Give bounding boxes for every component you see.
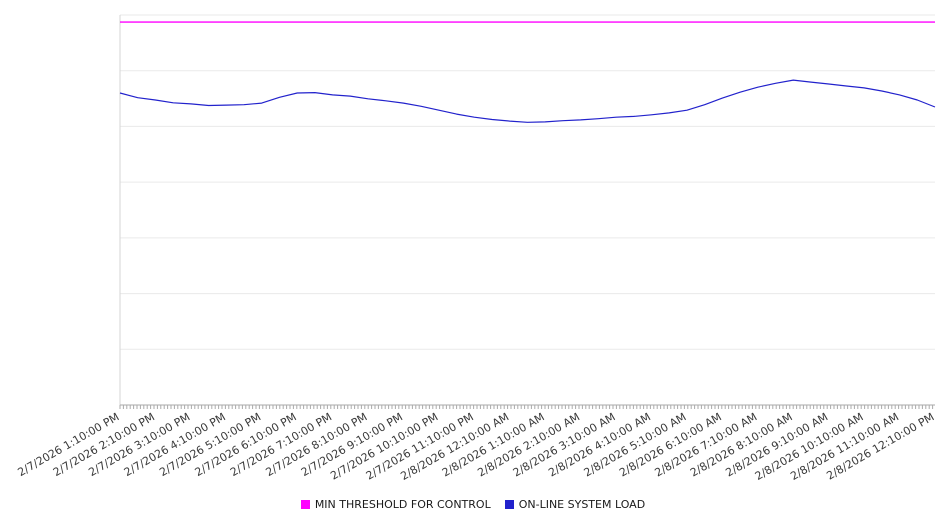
legend: MIN THRESHOLD FOR CONTROL ON-LINE SYSTEM… (0, 498, 946, 511)
system-load-line (119, 79, 936, 123)
legend-label-system-load: ON-LINE SYSTEM LOAD (518, 498, 646, 511)
line-chart-canvas: 2/7/2026 1:10:00 PM2/7/2026 2:10:00 PM2/… (15, 14, 937, 483)
legend-item-system-load: ON-LINE SYSTEM LOAD (504, 498, 646, 511)
legend-label-min-threshold: MIN THRESHOLD FOR CONTROL (314, 498, 491, 511)
min-threshold-swatch-icon (300, 500, 310, 509)
legend-item-min-threshold: MIN THRESHOLD FOR CONTROL (300, 498, 491, 511)
system-load-swatch-icon (504, 500, 514, 509)
